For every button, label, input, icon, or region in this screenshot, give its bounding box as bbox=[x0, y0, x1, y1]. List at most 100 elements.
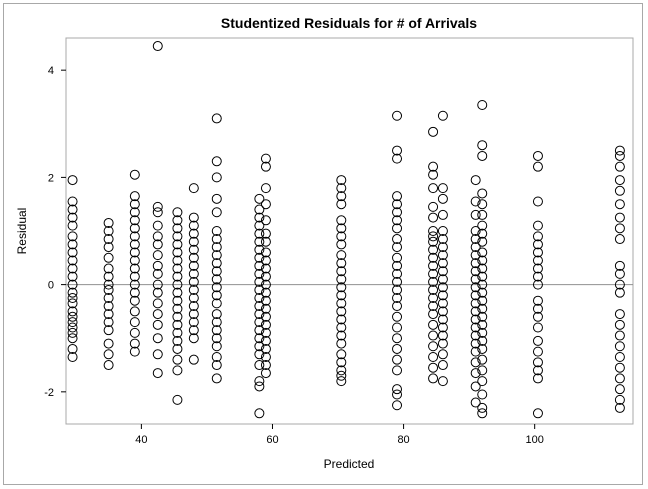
x-axis-ticks: 40 60 80 100 bbox=[135, 424, 544, 446]
scatter-point bbox=[103, 349, 114, 360]
scatter-point bbox=[211, 156, 222, 167]
scatter-point bbox=[477, 408, 488, 419]
scatter-point bbox=[614, 199, 625, 210]
scatter-point bbox=[470, 338, 481, 349]
scatter-point bbox=[392, 215, 403, 226]
scatter-point bbox=[172, 354, 183, 365]
scatter-point bbox=[103, 226, 114, 236]
scatter-point bbox=[129, 199, 140, 210]
scatter-point bbox=[152, 368, 163, 379]
scatter-point bbox=[470, 357, 481, 368]
scatter-point bbox=[129, 207, 140, 218]
scatter-point bbox=[437, 274, 448, 285]
scatter-point bbox=[211, 274, 222, 285]
scatter-point bbox=[260, 303, 271, 314]
scatter-point bbox=[336, 282, 347, 293]
scatter-point bbox=[477, 402, 488, 413]
scatter-point bbox=[211, 258, 222, 269]
scatter-point bbox=[336, 183, 347, 194]
scatter-point bbox=[336, 357, 347, 368]
scatter-point bbox=[260, 271, 271, 282]
scatter-point bbox=[67, 322, 78, 333]
scatter-point bbox=[532, 373, 543, 384]
scatter-point bbox=[254, 252, 265, 263]
scatter-point bbox=[437, 314, 448, 325]
scatter-point bbox=[211, 290, 222, 301]
scatter-point bbox=[532, 150, 543, 161]
data-points bbox=[67, 41, 625, 419]
scatter-point bbox=[392, 276, 403, 287]
scatter-point bbox=[103, 234, 114, 245]
scatter-point bbox=[152, 333, 163, 344]
scatter-point bbox=[172, 343, 183, 354]
scatter-point bbox=[532, 322, 543, 333]
scatter-point bbox=[260, 287, 271, 298]
scatter-point bbox=[67, 247, 78, 258]
scatter-point bbox=[470, 282, 481, 293]
scatter-point bbox=[188, 325, 199, 336]
scatter-point bbox=[260, 319, 271, 330]
scatter-point bbox=[254, 408, 265, 419]
scatter-point bbox=[477, 327, 488, 338]
scatter-point bbox=[392, 333, 403, 344]
scatter-point bbox=[477, 389, 488, 400]
scatter-point bbox=[67, 255, 78, 266]
scatter-point bbox=[188, 309, 199, 320]
scatter-point bbox=[152, 279, 163, 290]
scatter-point bbox=[67, 327, 78, 338]
scatter-point bbox=[477, 263, 488, 274]
scatter-point bbox=[152, 207, 163, 218]
scatter-point bbox=[260, 153, 271, 164]
scatter-point bbox=[428, 231, 439, 242]
scatter-point bbox=[172, 279, 183, 290]
scatter-point bbox=[392, 389, 403, 400]
scatter-point bbox=[172, 271, 183, 282]
scatter-point bbox=[103, 360, 114, 371]
scatter-point bbox=[211, 325, 222, 336]
scatter-point bbox=[437, 322, 448, 333]
scatter-point bbox=[260, 199, 271, 210]
scatter-point bbox=[172, 287, 183, 298]
scatter-point bbox=[67, 351, 78, 362]
scatter-point bbox=[437, 242, 448, 253]
scatter-point bbox=[260, 255, 271, 266]
scatter-point bbox=[254, 293, 265, 304]
scatter-point bbox=[172, 311, 183, 322]
scatter-point bbox=[103, 293, 114, 304]
scatter-point bbox=[172, 247, 183, 258]
scatter-point bbox=[152, 298, 163, 309]
scatter-point bbox=[67, 317, 78, 328]
scatter-point bbox=[211, 193, 222, 204]
y-axis-ticks: -2 0 2 4 bbox=[44, 65, 66, 399]
scatter-point bbox=[254, 244, 265, 255]
scatter-point bbox=[437, 338, 448, 349]
y-tick-label: -2 bbox=[44, 387, 54, 399]
scatter-point bbox=[428, 212, 439, 223]
scatter-point bbox=[172, 335, 183, 346]
scatter-point bbox=[188, 268, 199, 279]
scatter-point bbox=[477, 236, 488, 247]
scatter-point bbox=[103, 263, 114, 274]
scatter-point bbox=[614, 319, 625, 330]
scatter-point bbox=[336, 365, 347, 376]
scatter-point bbox=[129, 191, 140, 202]
scatter-point bbox=[336, 298, 347, 309]
scatter-point bbox=[532, 239, 543, 250]
scatter-point bbox=[152, 319, 163, 330]
scatter-point bbox=[336, 370, 347, 381]
scatter-point bbox=[428, 319, 439, 330]
scatter-point bbox=[211, 309, 222, 320]
scatter-point bbox=[211, 360, 222, 371]
scatter-point bbox=[428, 226, 439, 236]
scatter-point bbox=[437, 250, 448, 261]
scatter-point bbox=[392, 311, 403, 322]
scatter-point bbox=[152, 239, 163, 250]
scatter-point bbox=[188, 220, 199, 231]
x-tick-label: 80 bbox=[397, 434, 409, 446]
scatter-point bbox=[254, 333, 265, 344]
chart-title: Studentized Residuals for # of Arrivals bbox=[221, 15, 477, 31]
scatter-point bbox=[470, 250, 481, 261]
scatter-point bbox=[470, 381, 481, 392]
scatter-point bbox=[437, 209, 448, 220]
scatter-point bbox=[392, 234, 403, 245]
